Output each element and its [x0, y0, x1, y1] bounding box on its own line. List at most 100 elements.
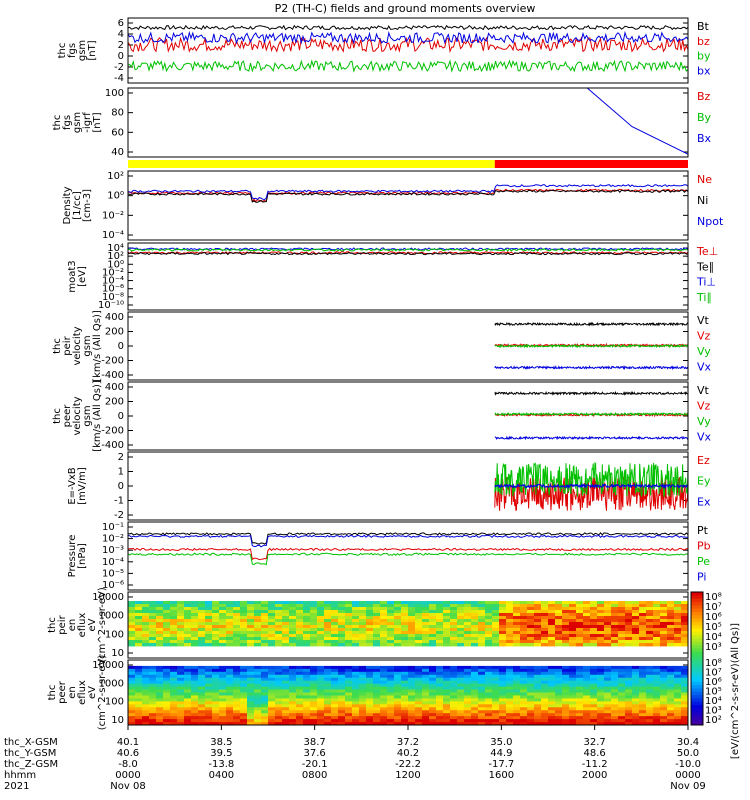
spec-cell	[254, 637, 262, 641]
spec-cell	[569, 619, 577, 623]
ylabel-line: eV	[87, 618, 98, 631]
spec-cell	[226, 707, 234, 711]
spec-cell	[373, 713, 381, 717]
legend-Npot: Npot	[697, 215, 724, 228]
colorbar-tick: 10⁸	[705, 658, 722, 669]
spec-cell	[191, 692, 199, 696]
spec-cell	[149, 713, 157, 717]
spec-cell	[394, 668, 402, 673]
spec-cell	[464, 607, 472, 611]
spec-cell	[667, 610, 675, 614]
spec-cell	[282, 634, 290, 638]
spec-cell	[422, 695, 430, 699]
spec-cell	[513, 625, 521, 629]
spec-cell	[499, 668, 507, 673]
spec-cell	[184, 707, 192, 711]
spec-cell	[240, 716, 248, 720]
spec-cell	[135, 677, 143, 682]
spec-cell	[492, 722, 500, 726]
spec-cell	[569, 680, 577, 685]
spec-cell	[289, 716, 297, 720]
spec-cell	[646, 698, 654, 702]
xaxis-y-value: 37.6	[304, 748, 326, 759]
spec-cell	[324, 634, 332, 638]
spec-cell	[233, 640, 241, 644]
spec-cell	[660, 607, 668, 611]
spec-cell	[583, 619, 591, 623]
ylabel-line: fgs	[62, 115, 73, 130]
spec-cell	[443, 704, 451, 708]
xaxis-row-label: thc_Z-GSM	[4, 759, 58, 770]
spec-cell	[261, 665, 269, 670]
spec-cell	[401, 643, 409, 647]
spec-cell	[527, 613, 535, 617]
spec-cell	[541, 665, 549, 670]
spec-cell	[569, 671, 577, 676]
legend-Vz: Vz	[697, 330, 711, 343]
spec-cell	[639, 683, 647, 687]
spec-cell	[471, 616, 479, 620]
spec-cell	[310, 622, 318, 626]
spec-cell	[205, 628, 213, 632]
spec-cell	[184, 637, 192, 641]
ytick-label: 0	[118, 341, 124, 352]
spec-cell	[443, 631, 451, 635]
spec-cell	[520, 628, 528, 632]
spec-cell	[513, 716, 521, 720]
spec-cell	[219, 710, 227, 714]
spec-cell	[492, 704, 500, 708]
spec-cell	[338, 625, 346, 629]
spec-cell	[534, 643, 542, 647]
spec-cell	[212, 704, 220, 708]
spec-cell	[653, 640, 661, 644]
spec-cell	[282, 692, 290, 696]
spec-cell	[212, 601, 220, 605]
spec-cell	[590, 610, 598, 614]
spec-cell	[408, 610, 416, 614]
spec-cell	[401, 601, 409, 605]
spec-cell	[212, 707, 220, 711]
spec-cell	[471, 637, 479, 641]
spec-cell	[338, 637, 346, 641]
spec-cell	[317, 701, 325, 705]
spec-cell	[527, 625, 535, 629]
spec-cell	[219, 692, 227, 696]
spec-cell	[499, 628, 507, 632]
spec-cell	[142, 668, 150, 673]
spec-cell	[233, 616, 241, 620]
spec-cell	[282, 640, 290, 644]
ylabel-line: velocity	[72, 396, 83, 435]
spec-cell	[471, 716, 479, 720]
spec-cell	[576, 640, 584, 644]
spec-cell	[352, 634, 360, 638]
spec-cell	[646, 719, 654, 723]
spec-cell	[527, 610, 535, 614]
spec-cell	[387, 686, 395, 690]
spec-cell	[583, 686, 591, 690]
spec-cell	[205, 601, 213, 605]
spec-cell	[653, 668, 661, 673]
spec-cell	[660, 683, 668, 687]
spec-cell	[653, 622, 661, 626]
spec-cell	[562, 686, 570, 690]
spec-cell	[261, 622, 269, 626]
panel-peir_spectrogram: thc peir en eflux eV (cm^2-s-sr-eV)1000010001…	[47, 587, 689, 663]
spec-cell	[660, 677, 668, 682]
spec-cell	[422, 698, 430, 702]
panel-frame	[127, 170, 689, 241]
spec-cell	[457, 607, 465, 611]
spec-cell	[471, 683, 479, 687]
spec-cell	[254, 716, 262, 720]
spec-cell	[205, 668, 213, 673]
spec-cell	[590, 607, 598, 611]
spec-cell	[170, 701, 178, 705]
spec-cell	[618, 677, 626, 682]
spec-cell	[443, 601, 451, 605]
spec-cell	[674, 619, 682, 623]
spec-cell	[303, 601, 311, 605]
spec-cell	[457, 701, 465, 705]
spec-cell	[366, 619, 374, 623]
spec-cell	[303, 683, 311, 687]
spec-cell	[261, 668, 269, 673]
spec-cell	[373, 610, 381, 614]
